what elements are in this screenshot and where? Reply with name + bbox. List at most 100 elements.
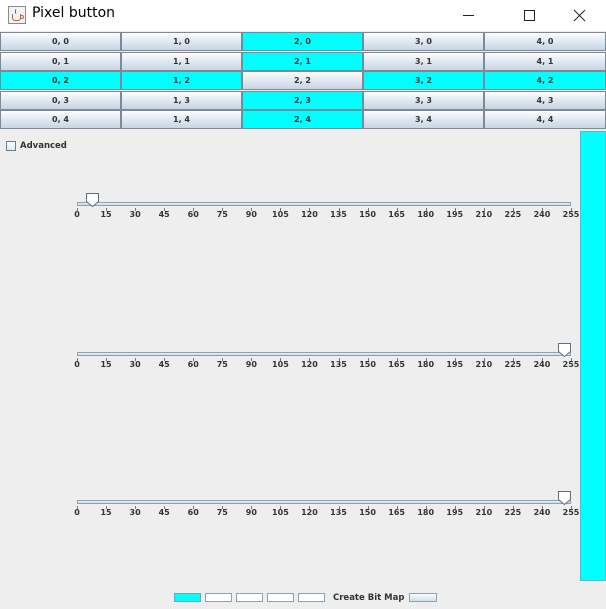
slider-tick-label: 165	[388, 210, 405, 219]
slider-tick	[338, 208, 340, 211]
slider-tick-label: 135	[330, 210, 347, 219]
maximize-button[interactable]	[506, 0, 552, 31]
slider-tick	[193, 506, 195, 509]
pixel-button[interactable]: 4, 2	[484, 71, 606, 90]
slider-tick	[251, 358, 253, 361]
slider-tick	[222, 358, 224, 361]
close-button[interactable]	[556, 0, 602, 31]
slider-tick	[425, 208, 427, 211]
slider-red[interactable]: 0 15 30 45 60 75 90 105 120 135 150 165 180 195 210 225…	[74, 193, 579, 236]
pixel-button[interactable]: 0, 1	[0, 52, 121, 71]
pixel-button[interactable]: 1, 1	[121, 52, 242, 71]
slider-tick	[309, 358, 311, 361]
pixel-button[interactable]: 2, 1	[242, 52, 363, 71]
slider-tick	[512, 506, 514, 509]
slider-tick-label: 225	[504, 508, 522, 517]
slider-tick-label: 15	[100, 360, 112, 369]
slider-tick-label: 150	[359, 210, 376, 219]
pixel-button[interactable]: 3, 2	[363, 71, 484, 90]
pixel-button[interactable]: 3, 1	[363, 52, 484, 71]
slider-blue[interactable]: 0 15 30 45 60 75 90 105 120 135 150 165 180 195 210 225…	[74, 491, 579, 534]
bitmap-swatch[interactable]	[174, 593, 201, 602]
pixel-button[interactable]: 0, 2	[0, 71, 121, 90]
slider-green[interactable]: 0 15 30 45 60 75 90 105 120 135 150 165 180 195 210 225…	[74, 343, 579, 386]
pixel-button[interactable]: 3, 3	[363, 91, 484, 110]
slider-tick-label: 180	[417, 360, 435, 369]
bottom-bar: Create Bit Map	[174, 592, 438, 603]
slider-track[interactable]	[77, 352, 571, 356]
pixel-button[interactable]: 2, 3	[242, 91, 363, 110]
title-bar: Pixel button	[0, 0, 606, 31]
slider-tick	[425, 358, 427, 361]
slider-tick-label: 180	[417, 210, 435, 219]
pixel-button[interactable]: 2, 4	[242, 110, 363, 129]
minimize-icon	[462, 15, 474, 16]
slider-tick-label: 150	[359, 360, 376, 369]
pixel-button[interactable]: 4, 1	[484, 52, 606, 71]
minimize-button[interactable]	[445, 0, 491, 31]
pixel-button[interactable]: 3, 0	[363, 32, 484, 51]
pixel-button[interactable]: 3, 4	[363, 110, 484, 129]
slider-tick	[77, 208, 78, 211]
slider-tick	[367, 506, 369, 509]
slider-tick-label: 45	[158, 360, 170, 369]
pixel-button[interactable]: 1, 2	[121, 71, 242, 90]
slider-tick	[251, 208, 253, 211]
close-icon	[573, 9, 585, 22]
pixel-button[interactable]: 4, 3	[484, 91, 606, 110]
slider-tick	[135, 208, 137, 211]
bitmap-swatch[interactable]	[267, 593, 294, 602]
slider-tick	[280, 208, 282, 211]
slider-tick	[541, 358, 543, 361]
slider-tick-label: 30	[129, 360, 141, 369]
slider-tick-label: 210	[475, 210, 493, 219]
slider-tick-label: 15	[100, 508, 112, 517]
pixel-button[interactable]: 2, 2	[242, 71, 363, 90]
slider-tick-label: 0	[74, 210, 80, 219]
slider-tick-label: 240	[533, 360, 551, 369]
slider-tick	[512, 208, 514, 211]
pixel-button[interactable]: 1, 0	[121, 32, 242, 51]
advanced-checkbox[interactable]: Advanced	[6, 141, 67, 151]
slider-tick-label: 60	[187, 508, 199, 517]
checkbox-box[interactable]	[6, 141, 16, 151]
slider-tick	[135, 506, 137, 509]
slider-tick	[512, 358, 514, 361]
slider-track[interactable]	[77, 202, 571, 206]
maximize-icon	[523, 10, 535, 21]
slider-tick-label: 150	[359, 508, 376, 517]
slider-track[interactable]	[77, 500, 571, 504]
slider-tick-label: 210	[475, 360, 493, 369]
bitmap-swatch[interactable]	[298, 593, 325, 602]
slider-tick	[106, 358, 108, 361]
slider-tick	[106, 208, 108, 211]
slider-thumb[interactable]	[85, 192, 99, 208]
pixel-button[interactable]: 1, 4	[121, 110, 242, 129]
slider-tick-label: 75	[216, 360, 228, 369]
bitmap-swatch[interactable]	[236, 593, 263, 602]
pixel-button[interactable]: 0, 3	[0, 91, 121, 110]
slider-tick	[193, 208, 195, 211]
pixel-button[interactable]: 0, 0	[0, 32, 121, 51]
slider-tick-label: 255	[562, 508, 580, 517]
bitmap-swatch[interactable]	[205, 593, 232, 602]
create-bit-map-button[interactable]	[409, 593, 438, 602]
pixel-button[interactable]: 0, 4	[0, 110, 121, 129]
pixel-button[interactable]: 4, 0	[484, 32, 606, 51]
slider-thumb[interactable]	[558, 342, 571, 358]
slider-tick	[193, 358, 195, 361]
advanced-label: Advanced	[20, 141, 67, 151]
slider-tick	[135, 358, 137, 361]
slider-tick	[77, 506, 78, 509]
slider-tick-label: 45	[158, 210, 170, 219]
pixel-button[interactable]: 2, 0	[242, 32, 363, 51]
slider-tick	[367, 358, 369, 361]
pixel-button[interactable]: 1, 3	[121, 91, 242, 110]
slider-tick	[251, 506, 253, 509]
slider-tick	[454, 358, 456, 361]
slider-tick-label: 90	[245, 508, 257, 517]
slider-thumb[interactable]	[558, 490, 571, 506]
slider-tick	[106, 506, 108, 509]
slider-tick	[396, 358, 398, 361]
pixel-button[interactable]: 4, 4	[484, 110, 606, 129]
